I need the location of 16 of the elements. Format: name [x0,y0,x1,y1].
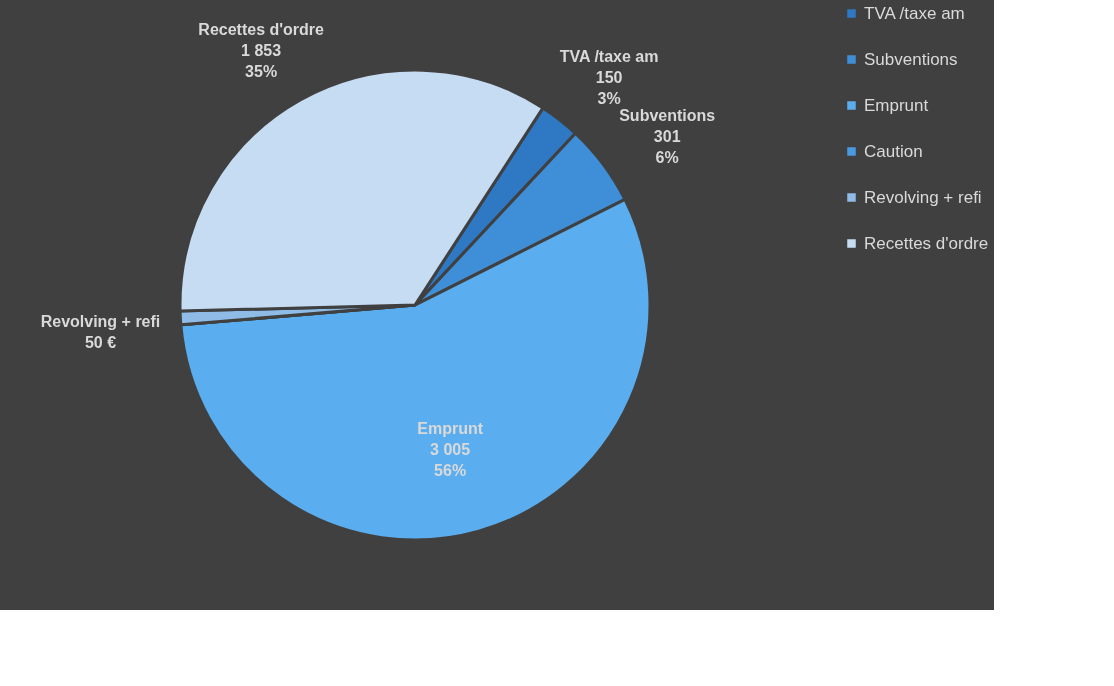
data-label: 150 3% [595,68,623,107]
data-label: 50 € [84,334,117,352]
slice-label: Subventions [619,107,716,125]
slice-label: TVA /taxe am [559,47,659,65]
legend-label: Revolving + refi [864,187,982,207]
legend-label: TVA /taxe am [864,3,965,23]
legend-label: Subventions [864,49,958,69]
data-label: 301 6% [653,128,681,167]
slice-label: Revolving + refi [40,313,161,331]
slice-label: Recettes d'ordre [198,21,325,39]
data-label: 3 005 56% [430,441,471,480]
legend-label: Recettes d'ordre [864,233,989,253]
data-label: 1 853 35% [241,42,282,81]
legend-label: Caution [864,141,923,161]
legend-label: Emprunt [864,95,929,115]
slice-label: Emprunt [417,420,484,438]
